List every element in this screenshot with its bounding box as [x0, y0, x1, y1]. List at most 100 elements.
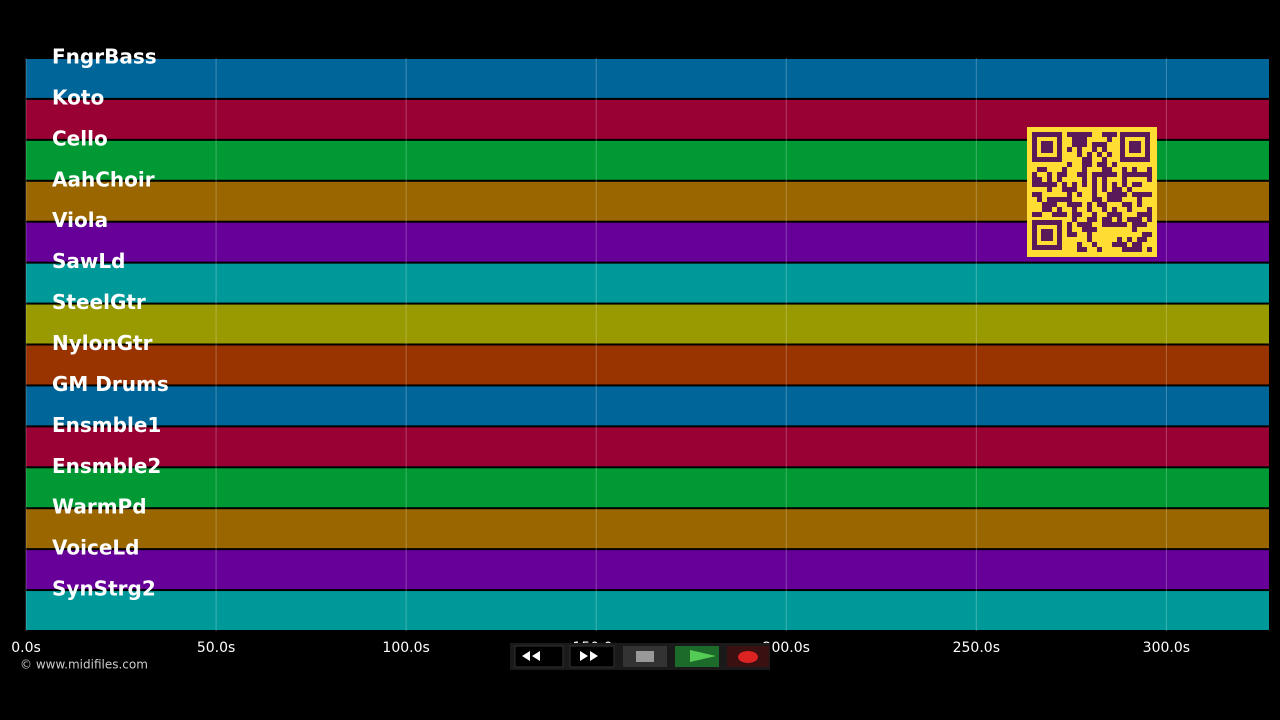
qr-cell: [1042, 202, 1047, 207]
qr-cell: [1067, 192, 1072, 197]
qr-cell: [1047, 182, 1052, 187]
qr-cell: [1142, 232, 1147, 237]
qr-cell: [1142, 192, 1147, 197]
qr-cell: [1132, 222, 1137, 227]
copyright: © www.midifiles.com: [20, 658, 148, 672]
qr-cell: [1102, 207, 1107, 212]
qr-cell: [1107, 192, 1112, 197]
qr-cell: [1067, 162, 1072, 167]
track-label: SynStrg2: [52, 577, 156, 601]
qr-cell: [1112, 182, 1117, 187]
qr-cell: [1057, 177, 1062, 182]
qr-cell: [1107, 222, 1112, 227]
qr-cell: [1102, 142, 1107, 147]
qr-cell: [1112, 172, 1117, 177]
qr-cell: [1062, 182, 1067, 187]
qr-cell: [1102, 167, 1107, 172]
qr-cell: [1037, 177, 1042, 182]
qr-cell: [1132, 172, 1137, 177]
qr-cell: [1072, 207, 1077, 212]
qr-cell: [1142, 237, 1147, 242]
qr-cell: [1097, 142, 1102, 147]
qr-cell: [1117, 217, 1122, 222]
qr-cell: [1097, 247, 1102, 252]
grid: [25, 58, 1167, 631]
qr-cell: [1082, 167, 1087, 172]
track-label: AahChoir: [52, 167, 155, 191]
qr-cell: [1102, 187, 1107, 192]
qr-cell: [1082, 172, 1087, 177]
x-tick-label: 250.0s: [953, 640, 1000, 656]
qr-cell: [1107, 212, 1112, 217]
qr-cell: [1077, 212, 1082, 217]
qr-cell: [1092, 212, 1097, 217]
x-tick-label: 0.0s: [11, 640, 41, 656]
qr-finder: [1041, 229, 1053, 241]
qr-cell: [1132, 217, 1137, 222]
qr-cell: [1107, 172, 1112, 177]
forward-button[interactable]: [569, 645, 615, 668]
qr-cell: [1092, 192, 1097, 197]
qr-cell: [1097, 172, 1102, 177]
qr-cell: [1147, 167, 1152, 172]
qr-cell: [1052, 182, 1057, 187]
qr-cell: [1127, 187, 1132, 192]
qr-cell: [1112, 162, 1117, 167]
qr-cell: [1077, 222, 1082, 227]
qr-cell: [1062, 187, 1067, 192]
track-band: [26, 468, 1269, 508]
qr-cell: [1102, 132, 1107, 137]
track-band: [26, 304, 1269, 344]
qr-cell: [1082, 222, 1087, 227]
qr-cell: [1042, 167, 1047, 172]
track-label: Ensmble2: [52, 454, 161, 478]
track-label: Cello: [52, 126, 108, 150]
stop-button[interactable]: [623, 646, 667, 667]
qr-cell: [1102, 222, 1107, 227]
qr-finder: [1041, 141, 1053, 153]
track-label: GM Drums: [52, 372, 169, 396]
qr-cell: [1032, 172, 1037, 177]
qr-cell: [1147, 212, 1152, 217]
qr-cell: [1132, 242, 1137, 247]
track-label: Ensmble1: [52, 413, 161, 437]
qr-cell: [1087, 227, 1092, 232]
qr-cell: [1122, 172, 1127, 177]
qr-cell: [1117, 192, 1122, 197]
track-band: [26, 386, 1269, 426]
qr-cell: [1112, 192, 1117, 197]
qr-cell: [1102, 217, 1107, 222]
qr-cell: [1082, 157, 1087, 162]
qr-cell: [1077, 142, 1082, 147]
qr-cell: [1132, 247, 1137, 252]
rewind-button[interactable]: [514, 645, 564, 668]
track-label: Viola: [52, 208, 108, 232]
qr-cell: [1092, 227, 1097, 232]
qr-cell: [1057, 172, 1062, 177]
qr-cell: [1132, 182, 1137, 187]
qr-cell: [1077, 132, 1082, 137]
qr-cell: [1067, 227, 1072, 232]
qr-cell: [1092, 172, 1097, 177]
qr-cell: [1147, 217, 1152, 222]
qr-cell: [1102, 157, 1107, 162]
qr-cell: [1132, 227, 1137, 232]
qr-cell: [1077, 172, 1082, 177]
qr-cell: [1072, 137, 1077, 142]
record-button[interactable]: [727, 646, 769, 667]
x-tick-label: 100.0s: [382, 640, 429, 656]
qr-cell: [1137, 172, 1142, 177]
play-button[interactable]: [675, 646, 719, 667]
qr-cell: [1117, 237, 1122, 242]
qr-cell: [1117, 197, 1122, 202]
qr-cell: [1072, 202, 1077, 207]
qr-cell: [1047, 207, 1052, 212]
qr-cell: [1132, 167, 1137, 172]
track-band: [26, 509, 1269, 549]
qr-cell: [1112, 207, 1117, 212]
qr-cell: [1097, 202, 1102, 207]
qr-cell: [1087, 152, 1092, 157]
qr-cell: [1092, 187, 1097, 192]
qr-cell: [1087, 202, 1092, 207]
qr-cell: [1132, 192, 1137, 197]
